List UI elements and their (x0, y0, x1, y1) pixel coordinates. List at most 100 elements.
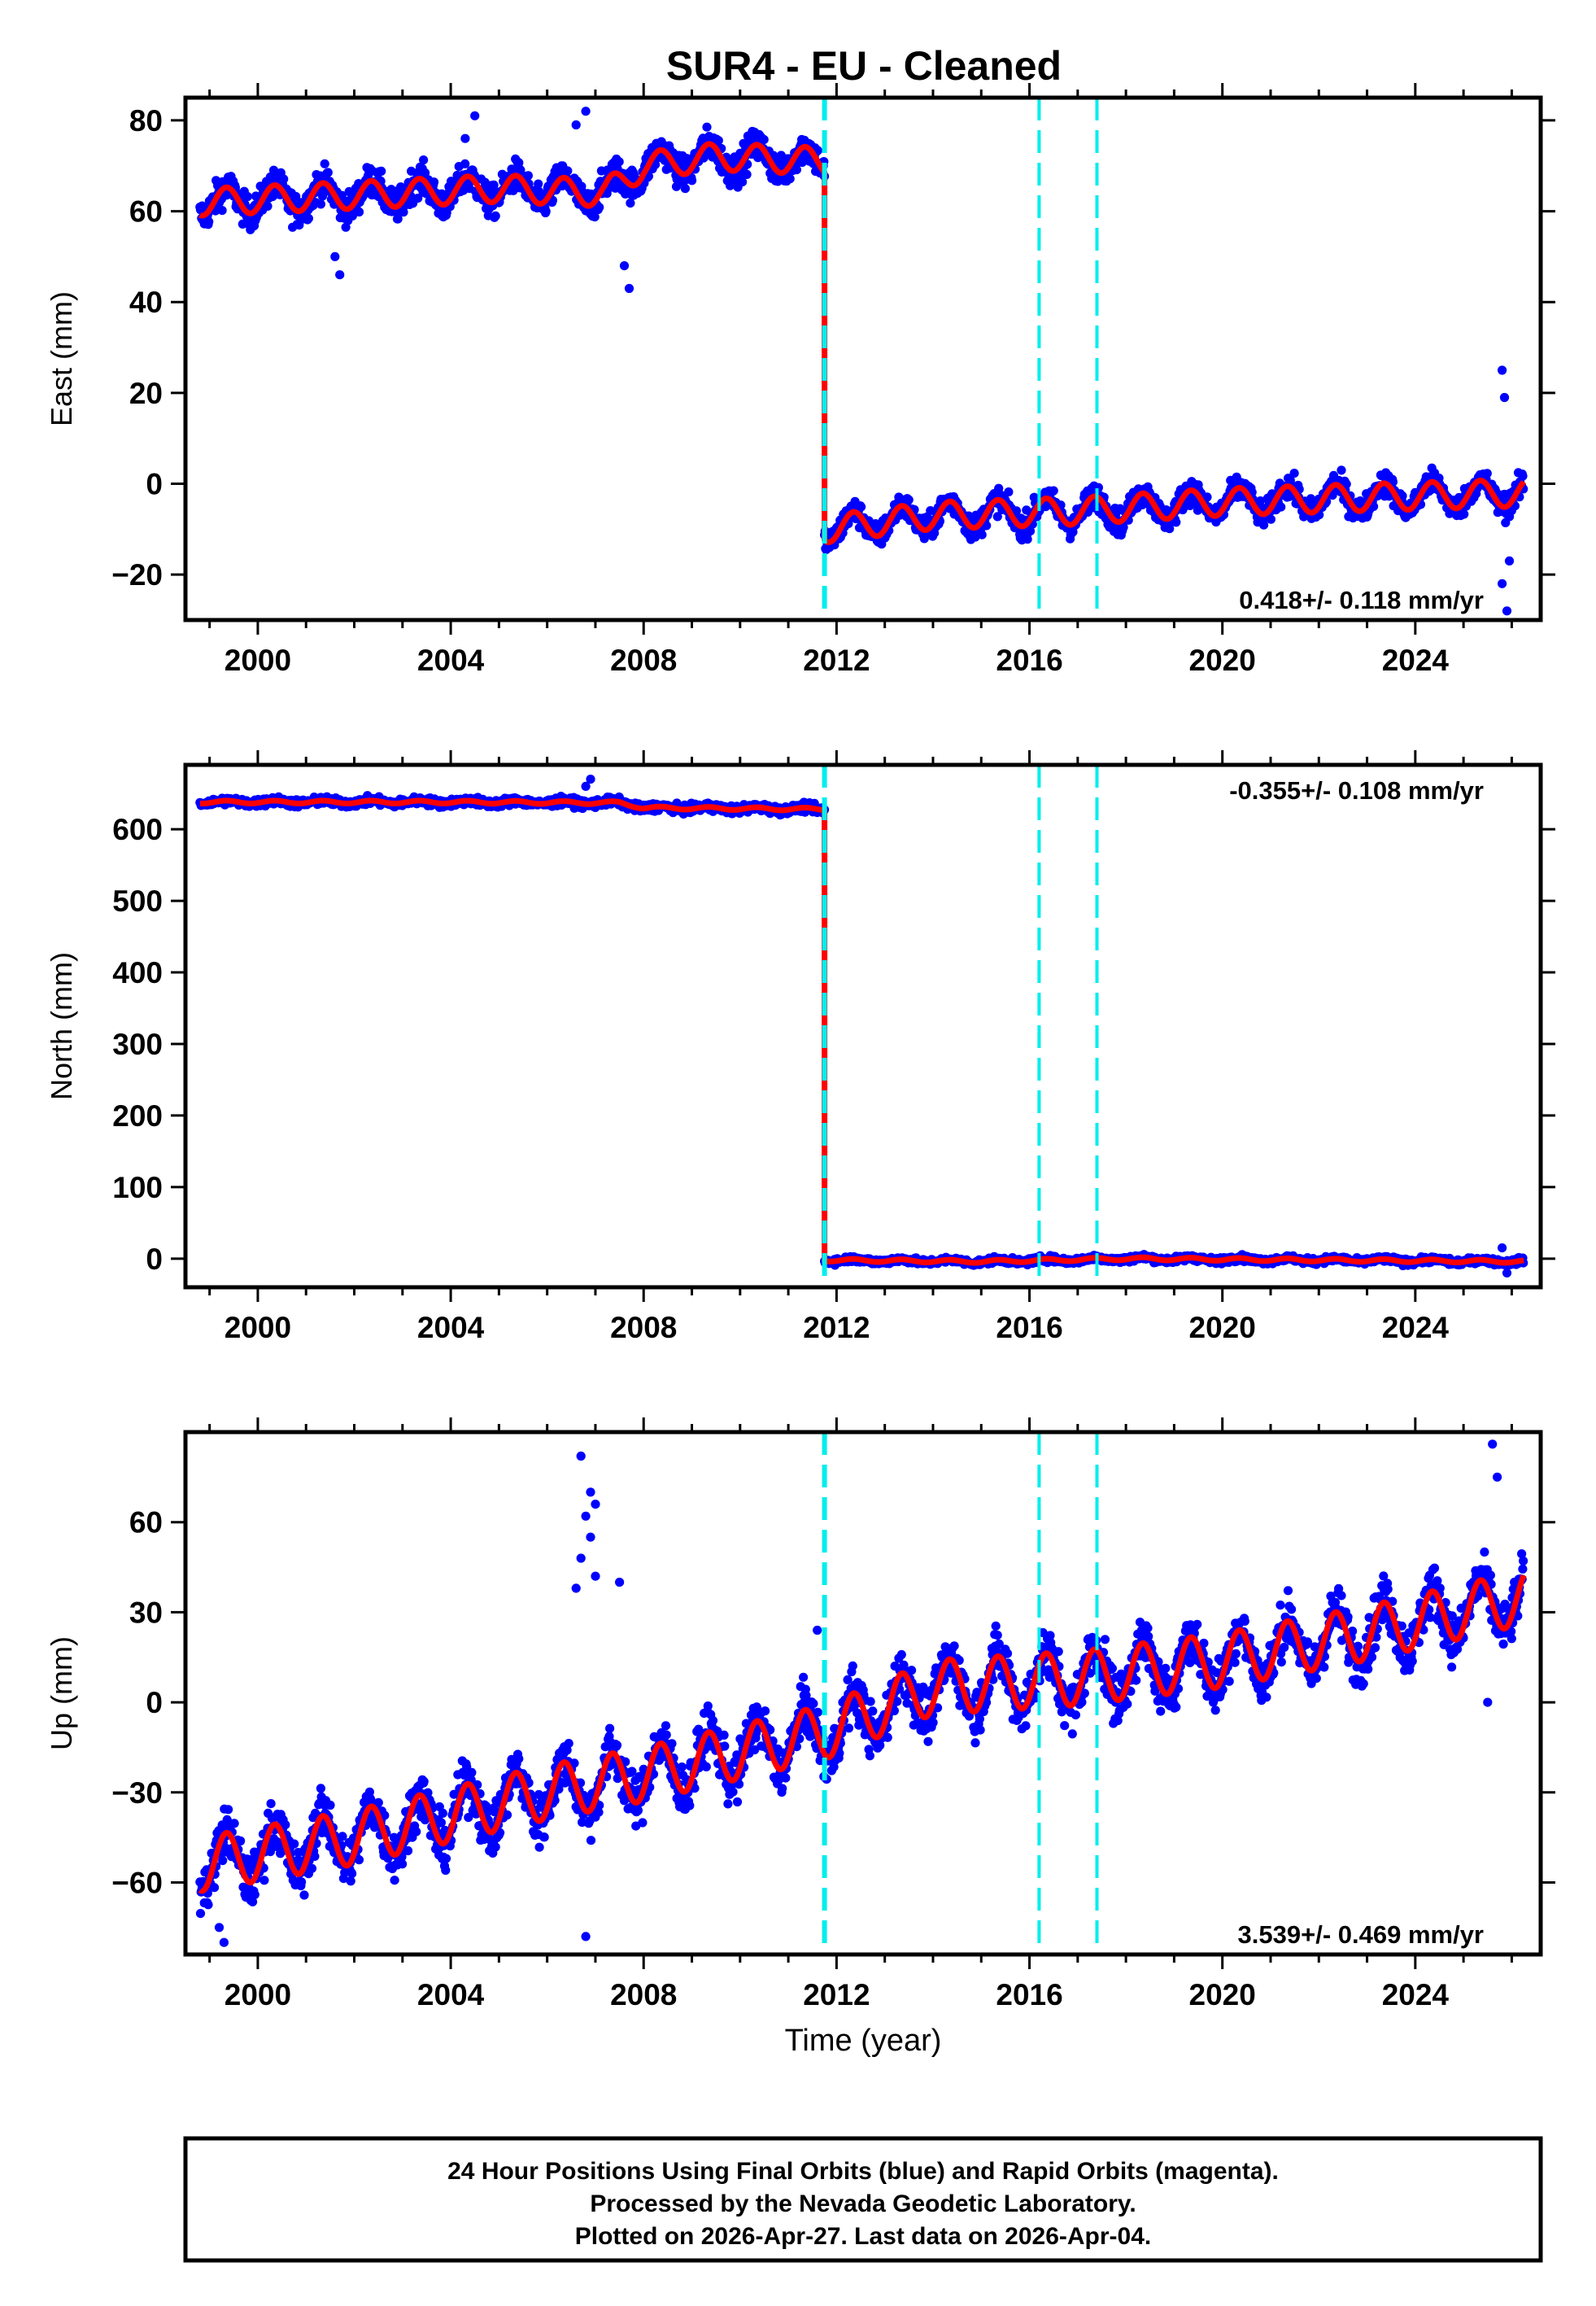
data-point (1289, 469, 1299, 478)
y-tick-label: 0 (146, 1243, 163, 1276)
plot-content (195, 98, 1528, 620)
data-point (541, 207, 551, 216)
x-tick-label: 2012 (803, 644, 870, 677)
north-panel: 2000 2004 2008 2012 2016 2020 2024010020030040… (45, 750, 1555, 1344)
data-point (419, 155, 429, 165)
outlier-point (460, 133, 470, 143)
x-tick-label: 2016 (996, 1311, 1062, 1344)
x-tick-label: 2000 (225, 644, 291, 677)
y-tick-label: 100 (112, 1171, 163, 1204)
data-point (1004, 487, 1014, 497)
outlier-point (1499, 392, 1510, 403)
data-point (680, 184, 691, 194)
data-point (217, 206, 227, 216)
outlier-point (1498, 365, 1507, 375)
y-tick-label: 500 (112, 884, 163, 918)
y-tick-label: 200 (112, 1099, 163, 1133)
outlier-point (1498, 579, 1507, 588)
data-point (1023, 535, 1032, 544)
data-point (742, 169, 752, 179)
plot-area (185, 98, 1541, 620)
data-point (857, 502, 866, 512)
x-tick-label: 2004 (417, 1311, 485, 1344)
data-point (614, 157, 624, 167)
data-point (491, 211, 500, 221)
data-point (563, 166, 573, 176)
rate-annotation: 0.418+/- 0.118 mm/yr (1239, 586, 1484, 614)
data-point (393, 214, 403, 224)
outlier-point (1504, 556, 1515, 566)
y-tick-label: 40 (129, 286, 163, 319)
outlier-point (571, 120, 581, 130)
data-point (354, 207, 364, 217)
x-tick-label: 2020 (1189, 644, 1256, 677)
outlier-point (1498, 1243, 1507, 1253)
data-point (1459, 509, 1469, 519)
data-point (977, 530, 987, 539)
data-point (595, 203, 604, 212)
y-tick-label: −20 (111, 558, 163, 592)
x-tick-label: 2004 (417, 644, 485, 677)
outlier-point (581, 781, 591, 792)
data-point (377, 166, 386, 176)
data-point (291, 191, 301, 202)
data-point (1337, 465, 1346, 475)
data-point (279, 174, 289, 184)
data-point (1276, 502, 1286, 512)
data-point (791, 165, 802, 175)
data-point (516, 165, 525, 175)
y-axis-label: East (mm) (45, 291, 78, 426)
x-tick-label: 2012 (803, 1311, 870, 1344)
data-point (1202, 492, 1212, 502)
y-tick-label: 400 (112, 956, 163, 989)
data-point (413, 194, 423, 203)
data-point (1011, 506, 1022, 516)
outlier-point (1502, 1268, 1512, 1277)
data-point (460, 159, 470, 168)
rate-annotation: -0.355+/- 0.108 mm/yr (1229, 776, 1484, 805)
data-point (242, 192, 252, 202)
x-tick-label: 2024 (1382, 644, 1450, 677)
data-point (702, 122, 712, 132)
data-point (1049, 486, 1058, 496)
y-tick-label: 60 (129, 195, 163, 229)
outlier-point (581, 107, 591, 116)
data-point (195, 1909, 206, 1919)
data-point (421, 168, 430, 178)
data-point (429, 177, 439, 187)
y-axis-label: North (mm) (45, 952, 78, 1100)
data-point (323, 168, 333, 177)
data-point (738, 177, 748, 187)
data-point (523, 171, 534, 181)
y-tick-label: 0 (146, 468, 163, 501)
data-point (1518, 471, 1528, 481)
x-tick-label: 2000 (225, 1311, 291, 1344)
data-point (263, 201, 273, 211)
data-point (904, 495, 914, 504)
data-point (1266, 514, 1275, 524)
x-tick-label: 2008 (610, 1311, 677, 1344)
y-tick-label: 80 (129, 104, 163, 138)
x-tick-label: 2008 (610, 644, 677, 677)
data-point (1119, 522, 1128, 532)
x-tick-label: 2024 (1382, 1311, 1450, 1344)
data-point (204, 216, 214, 226)
x-tick-label: 2016 (996, 644, 1062, 677)
data-point (1482, 469, 1492, 478)
outlier-point (624, 283, 634, 294)
outlier-point (470, 111, 480, 120)
data-point (687, 176, 697, 186)
data-point (713, 136, 723, 146)
plot-area (185, 765, 1541, 1287)
chart-title: SUR4 - EU - Cleaned (666, 43, 1062, 89)
x-tick-label: 2020 (1189, 1311, 1256, 1344)
y-tick-label: 20 (129, 377, 163, 410)
data-point (992, 512, 1002, 522)
outlier-point (335, 270, 345, 280)
data-point (626, 199, 635, 208)
outlier-point (619, 261, 630, 271)
outlier-point (1502, 606, 1512, 616)
data-point (320, 159, 329, 168)
outlier-point (330, 251, 340, 261)
